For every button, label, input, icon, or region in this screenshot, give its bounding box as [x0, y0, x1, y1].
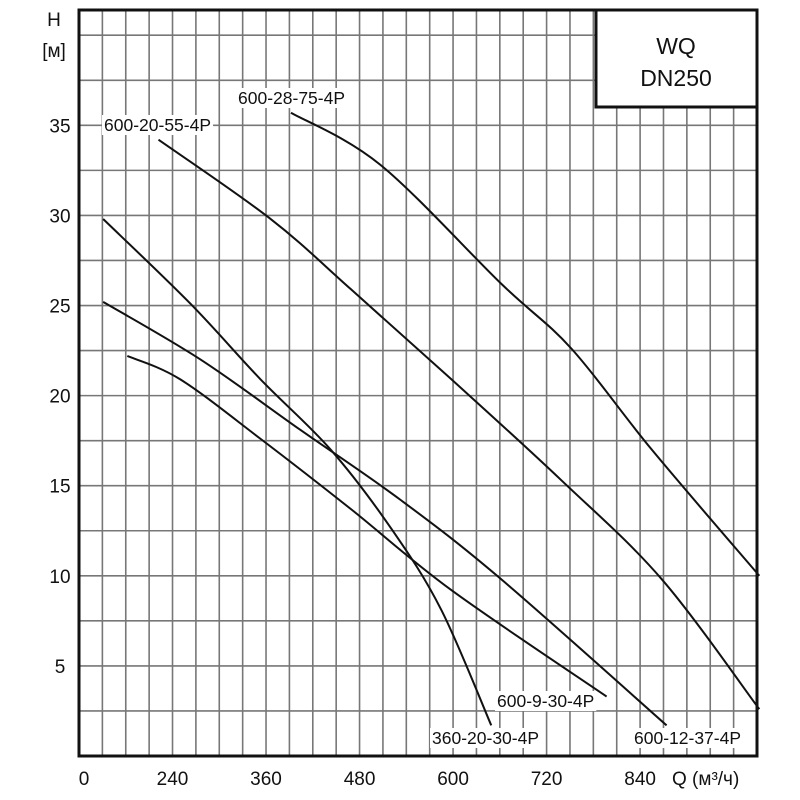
series-curve-600-28-75-4P: [290, 111, 761, 577]
y-tick-label: 10: [49, 567, 70, 588]
series-curve-360-20-30-4P: [102, 218, 493, 726]
y-axis-label-symbol: H: [47, 10, 61, 31]
x-tick-label: 480: [344, 769, 376, 790]
series-label: 600-12-37-4P: [632, 728, 744, 748]
x-tick-label: 600: [437, 769, 469, 790]
series-curve-600-20-55-4P: [157, 138, 761, 710]
x-tick-label: 0: [79, 769, 90, 790]
title-line-2: DN250: [640, 65, 712, 91]
grid: [79, 10, 757, 756]
series-label: 600-28-75-4P: [236, 88, 348, 108]
x-tick-label: 360: [250, 769, 282, 790]
series-curve-600-9-30-4P: [126, 355, 608, 698]
svg-text:600-20-55-4P: 600-20-55-4P: [104, 115, 211, 135]
series-label: 600-20-55-4P: [102, 115, 214, 135]
y-tick-label: 25: [49, 297, 70, 318]
y-axis-label-unit: [м]: [42, 41, 66, 62]
svg-text:600-12-37-4P: 600-12-37-4P: [634, 728, 741, 748]
x-tick-label: 720: [531, 769, 563, 790]
svg-text:600-28-75-4P: 600-28-75-4P: [238, 88, 345, 108]
title-line-1: WQ: [656, 33, 696, 59]
series-labels: 600-28-75-4P 600-20-55-4P 600-12-37-4P 600-…: [102, 88, 744, 748]
y-tick-label: 20: [49, 387, 70, 408]
y-tick-label: 35: [49, 116, 70, 137]
y-tick-label: 5: [55, 657, 66, 678]
y-tick-label: 30: [49, 206, 70, 227]
svg-text:360-20-30-4P: 360-20-30-4P: [432, 728, 539, 748]
svg-text:600-9-30-4P: 600-9-30-4P: [497, 691, 594, 711]
curves: [102, 111, 761, 727]
x-tick-labels: 0 240 360 480 600 720 840: [79, 769, 656, 790]
x-tick-label: 840: [624, 769, 656, 790]
x-tick-label: 240: [157, 769, 189, 790]
y-tick-labels: 5 10 15 20 25 30 35: [49, 116, 70, 678]
x-axis-label: Q (м³/ч): [672, 769, 739, 790]
title-box: WQ DN250: [594, 8, 759, 109]
series-label: 600-9-30-4P: [495, 691, 597, 711]
y-tick-label: 15: [49, 477, 70, 498]
series-curve-600-12-37-4P: [102, 301, 668, 727]
series-label: 360-20-30-4P: [430, 728, 542, 748]
plot-frame: [77, 8, 759, 758]
